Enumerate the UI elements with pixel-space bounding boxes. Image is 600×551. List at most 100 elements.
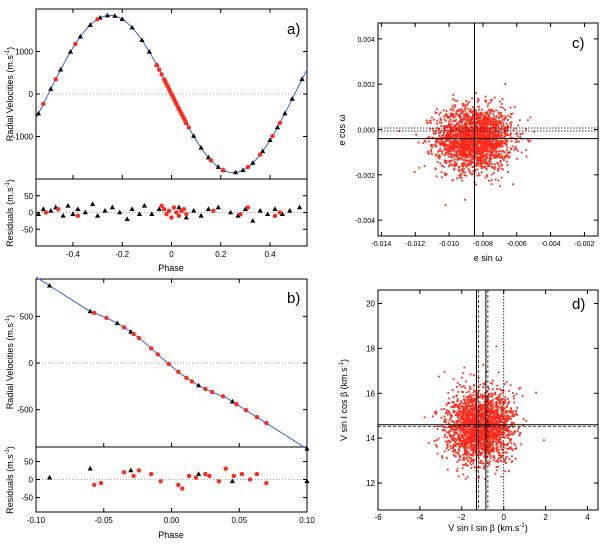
mcmc-sample [515,133,517,135]
mcmc-sample [447,448,450,451]
y-tick-label: -0.002 [355,173,375,180]
mcmc-sample [480,430,483,433]
mcmc-sample [518,426,520,429]
mcmc-sample [499,161,502,164]
mcmc-sample [479,139,482,142]
mcmc-sample [488,462,490,465]
mcmc-sample [481,154,484,157]
mcmc-sample [473,374,475,376]
residual-triangle [102,208,108,213]
mcmc-sample [496,422,499,425]
rv-dot [176,369,181,375]
mcmc-sample [455,429,458,432]
mcmc-sample [474,124,477,126]
mcmc-sample [497,398,499,400]
mcmc-sample [445,140,447,142]
mcmc-sample [489,404,492,407]
mcmc-sample [472,141,475,144]
mcmc-sample [476,149,479,152]
mcmc-sample [443,426,446,429]
residual-triangle [287,208,293,213]
mcmc-sample [517,124,520,127]
mcmc-sample [461,418,463,421]
mcmc-sample [470,422,473,425]
mcmc-sample [441,425,443,428]
mcmc-sample [460,376,463,379]
mcmc-sample [448,397,450,400]
mcmc-sample [471,155,474,158]
mcmc-sample [503,131,506,134]
mcmc-sample [504,417,507,420]
mcmc-sample [452,438,454,440]
mcmc-sample [486,119,489,122]
mcmc-sample [483,138,486,141]
mcmc-sample [493,154,496,157]
mcmc-sample [461,158,464,161]
mcmc-sample [458,157,461,160]
mcmc-sample [505,418,508,421]
mcmc-sample [504,470,507,473]
residual-dot [264,480,269,486]
mcmc-sample [509,407,512,410]
mcmc-sample [459,431,462,434]
mcmc-sample [487,442,490,445]
mcmc-sample [460,168,463,171]
panel-b-bottom-marks [46,465,310,491]
mcmc-sample [473,427,476,429]
mcmc-sample [477,131,480,134]
mcmc-sample [488,409,491,412]
mcmc-sample [465,391,468,394]
mcmc-sample [509,384,512,387]
mcmc-sample [446,413,449,416]
mcmc-sample [505,462,508,465]
mcmc-sample [454,431,456,434]
mcmc-sample [492,124,495,127]
mcmc-sample [484,99,487,102]
x-tick-label: -0.008 [473,241,493,248]
x-tick-label: -4 [416,513,424,522]
mcmc-sample [497,451,500,454]
mcmc-sample [529,139,532,142]
mcmc-sample [476,415,479,418]
mcmc-sample [483,428,486,430]
mcmc-sample [456,404,459,407]
mcmc-sample [461,430,464,433]
mcmc-sample [482,383,485,385]
mcmc-sample [488,135,490,138]
mcmc-sample [484,478,487,480]
mcmc-sample [487,393,490,395]
rv-dot [41,101,46,107]
mcmc-sample [509,116,512,119]
mcmc-sample [492,449,494,452]
mcmc-sample [480,414,483,417]
mcmc-sample [480,124,482,126]
mcmc-sample [457,141,460,144]
mcmc-sample [490,437,493,440]
mcmc-sample [485,146,488,148]
mcmc-sample [503,117,506,120]
mcmc-sample [455,395,458,397]
mcmc-sample [496,161,499,164]
mcmc-sample [503,129,506,132]
mcmc-sample [487,436,490,439]
mcmc-sample [508,155,511,158]
mcmc-sample [493,124,496,127]
mcmc-sample [486,446,489,449]
mcmc-sample [475,140,478,143]
mcmc-sample [489,134,492,137]
mcmc-sample [423,165,426,168]
mcmc-sample [452,450,454,453]
mcmc-sample [493,110,495,113]
mcmc-sample [466,104,468,106]
mcmc-sample [512,397,515,400]
mcmc-sample [462,407,465,410]
mcmc-sample [450,415,453,418]
mcmc-sample [480,122,483,125]
mcmc-sample [483,129,485,131]
mcmc-sample [481,415,484,418]
mcmc-sample [447,135,450,138]
mcmc-sample [443,115,446,118]
mcmc-sample [468,145,471,148]
mcmc-sample [478,453,481,456]
